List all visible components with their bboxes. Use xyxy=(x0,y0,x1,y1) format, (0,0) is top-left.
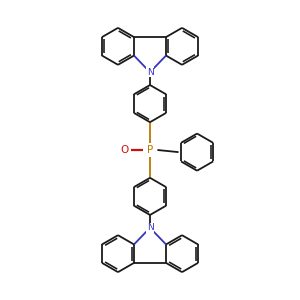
Text: P: P xyxy=(147,145,153,155)
Text: N: N xyxy=(147,223,153,232)
Text: N: N xyxy=(147,68,153,77)
Text: O: O xyxy=(120,145,128,155)
